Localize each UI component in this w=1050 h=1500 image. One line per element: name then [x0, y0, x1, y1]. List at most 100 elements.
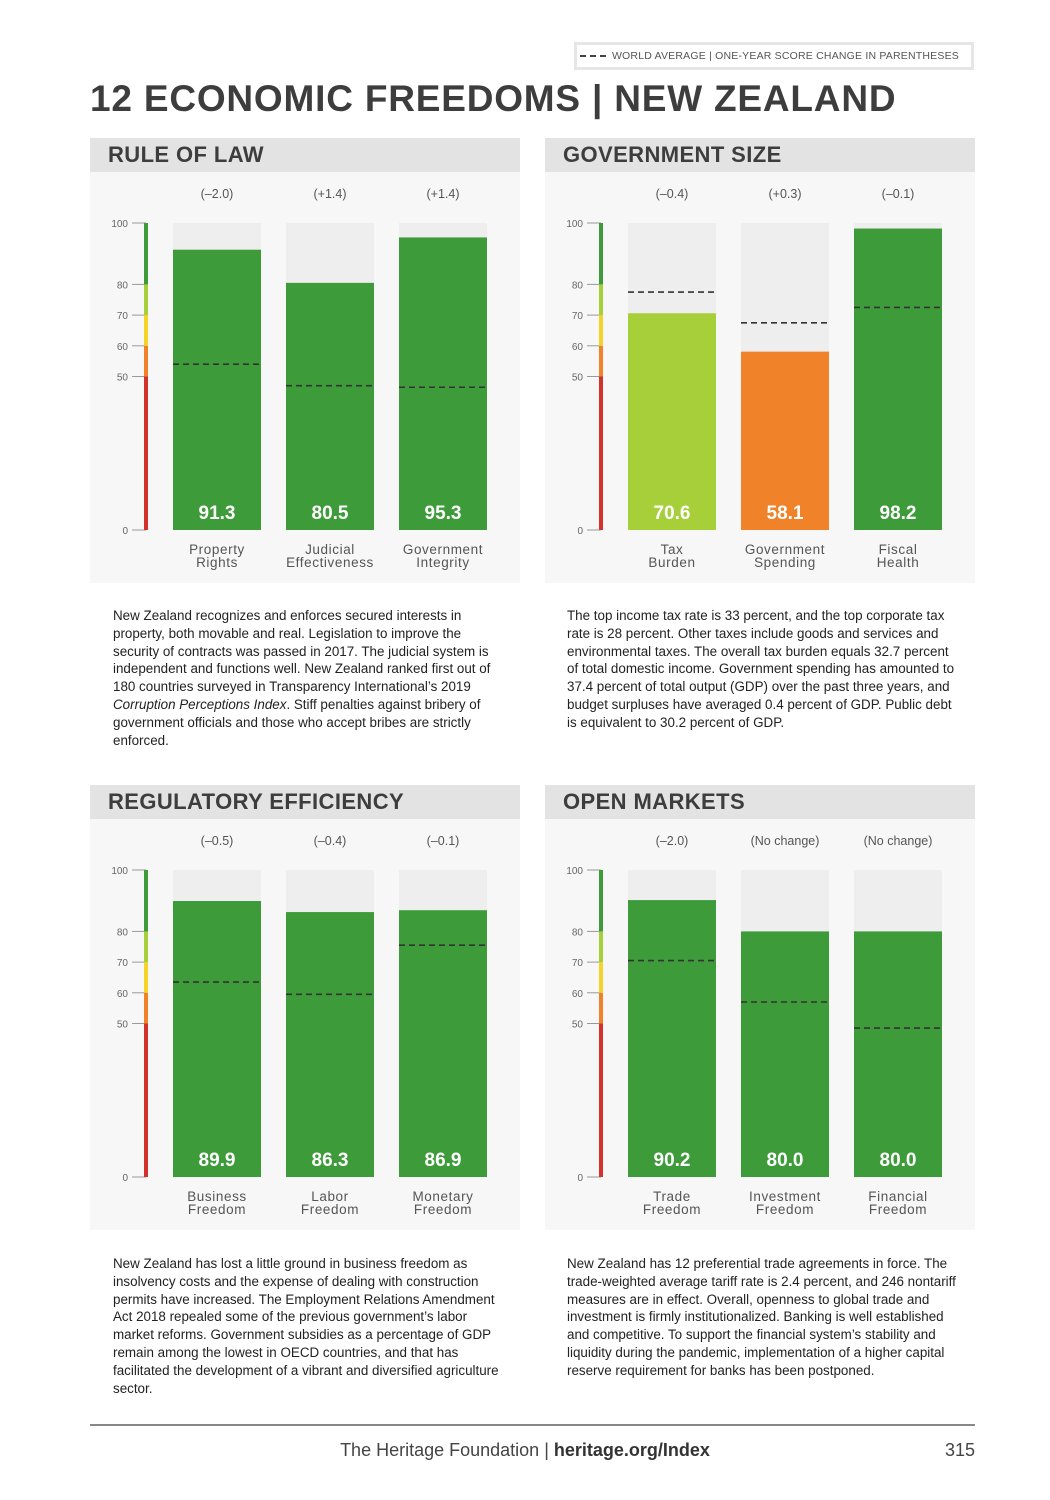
page-title: 12 ECONOMIC FREEDOMS | NEW ZEALAND — [90, 78, 897, 119]
score-change-label: (+1.4) — [426, 187, 459, 201]
category-label: Burden — [648, 555, 695, 570]
description-text: The top income tax rate is 33 percent, a… — [567, 608, 955, 730]
score-scale-segment — [144, 870, 148, 932]
government-size-description: The top income tax rate is 33 percent, a… — [567, 607, 962, 732]
y-tick-label: 50 — [572, 1020, 584, 1031]
category-label: Government — [403, 542, 483, 557]
score-change-label: (No change) — [864, 834, 933, 848]
bar-value-label: 89.9 — [199, 1150, 236, 1171]
bar — [173, 249, 261, 531]
footer-rule — [90, 1424, 975, 1426]
bar — [628, 313, 716, 530]
bar — [399, 910, 487, 1177]
y-tick-label: 60 — [117, 989, 129, 1000]
bar — [173, 901, 261, 1177]
category-label: Health — [877, 555, 920, 570]
category-label: Trade — [653, 1189, 691, 1204]
y-tick-label: 100 — [111, 219, 128, 230]
score-change-label: (–0.1) — [427, 834, 460, 848]
y-tick-label: 70 — [117, 311, 129, 322]
y-tick-label: 0 — [122, 1173, 128, 1184]
government-size-panel: GOVERNMENT SIZE 0 50 60 70 80 100 (–0.4) 70.6 Ta… — [545, 138, 975, 583]
y-tick-label: 100 — [111, 866, 128, 877]
score-scale-segment — [144, 315, 148, 346]
category-label: Tax — [661, 542, 684, 557]
bar — [741, 351, 829, 530]
y-tick-label: 80 — [117, 280, 129, 291]
panel-title: OPEN MARKETS — [563, 789, 746, 814]
score-scale-segment — [144, 223, 148, 285]
bar — [399, 237, 487, 530]
score-change-label: (–2.0) — [201, 187, 234, 201]
y-tick-label: 80 — [572, 280, 584, 291]
score-scale-segment — [144, 962, 148, 993]
panel-header: OPEN MARKETS — [545, 785, 975, 819]
y-tick-label: 50 — [117, 1020, 129, 1031]
category-label: Freedom — [869, 1202, 927, 1217]
score-change-label: (–2.0) — [656, 834, 689, 848]
bar-value-label: 58.1 — [767, 503, 804, 524]
score-scale-segment — [144, 1023, 148, 1177]
panel-header: RULE OF LAW — [90, 138, 520, 172]
footer-url[interactable]: heritage.org/Index — [553, 1440, 710, 1460]
description-italic-title: Corruption Perceptions Index — [113, 696, 287, 712]
y-tick-label: 0 — [577, 1173, 583, 1184]
category-label: Business — [187, 1189, 247, 1204]
category-label: Freedom — [301, 1202, 359, 1217]
score-scale-segment — [599, 345, 603, 377]
y-tick-label: 100 — [566, 219, 583, 230]
bar — [854, 228, 942, 530]
bar-value-label: 80.0 — [880, 1150, 917, 1171]
score-scale-segment — [599, 1023, 603, 1177]
y-tick-label: 80 — [117, 927, 129, 938]
bar — [628, 900, 716, 1177]
score-change-label: (+0.3) — [768, 187, 801, 201]
bar — [286, 282, 374, 530]
panel-title: GOVERNMENT SIZE — [563, 142, 782, 167]
score-scale-segment — [144, 992, 148, 1024]
score-scale-segment — [599, 315, 603, 346]
category-label: Government — [745, 542, 825, 557]
bar-value-label: 86.3 — [312, 1150, 349, 1171]
regulatory-efficiency-chart: 050607080100(–0.5)89.9BusinessFreedom(–0… — [111, 834, 487, 1217]
score-scale-segment — [599, 223, 603, 285]
panel-header: GOVERNMENT SIZE — [545, 138, 975, 172]
category-label: Freedom — [756, 1202, 814, 1217]
y-tick-label: 70 — [117, 958, 129, 969]
category-label: Spending — [754, 555, 816, 570]
category-label: Integrity — [416, 555, 469, 570]
footer: The Heritage Foundation | heritage.org/I… — [0, 1440, 1050, 1461]
score-scale-segment — [599, 376, 603, 530]
y-tick-label: 50 — [117, 373, 129, 384]
score-scale-segment — [144, 284, 148, 316]
description-text: New Zealand has lost a little ground in … — [113, 1256, 499, 1396]
score-scale-segment — [144, 931, 148, 963]
panel-header: REGULATORY EFFICIENCY — [90, 785, 520, 819]
panel-title: REGULATORY EFFICIENCY — [108, 789, 405, 814]
category-label: Freedom — [188, 1202, 246, 1217]
score-scale-segment — [144, 376, 148, 530]
score-scale-segment — [599, 992, 603, 1024]
y-tick-label: 60 — [117, 342, 129, 353]
description-text: New Zealand has 12 preferential trade ag… — [567, 1256, 956, 1378]
legend-box: WORLD AVERAGE | ONE-YEAR SCORE CHANGE IN… — [574, 42, 974, 70]
regulatory-efficiency-panel: REGULATORY EFFICIENCY 0 50 60 70 80 100 (–0.5)… — [90, 785, 520, 1230]
world-average-dash-icon — [579, 55, 606, 57]
score-change-label: (–0.5) — [201, 834, 234, 848]
description-text: . Stiff penalties against bribery of gov… — [113, 696, 481, 748]
description-text: New Zealand recognizes and enforces secu… — [113, 608, 491, 695]
y-tick-label: 60 — [572, 989, 584, 1000]
panel-title: RULE OF LAW — [108, 142, 264, 167]
open-markets-panel: OPEN MARKETS 0 50 60 70 80 100 (–2.0) 90.2 Trade… — [545, 785, 975, 1230]
category-label: Effectiveness — [286, 555, 374, 570]
score-scale-segment — [144, 345, 148, 377]
category-label: Investment — [749, 1189, 821, 1204]
bar-value-label: 70.6 — [654, 503, 691, 524]
y-tick-label: 100 — [566, 866, 583, 877]
score-scale-segment — [599, 931, 603, 963]
category-label: Freedom — [414, 1202, 472, 1217]
bar-value-label: 91.3 — [199, 503, 236, 524]
y-tick-label: 70 — [572, 958, 584, 969]
